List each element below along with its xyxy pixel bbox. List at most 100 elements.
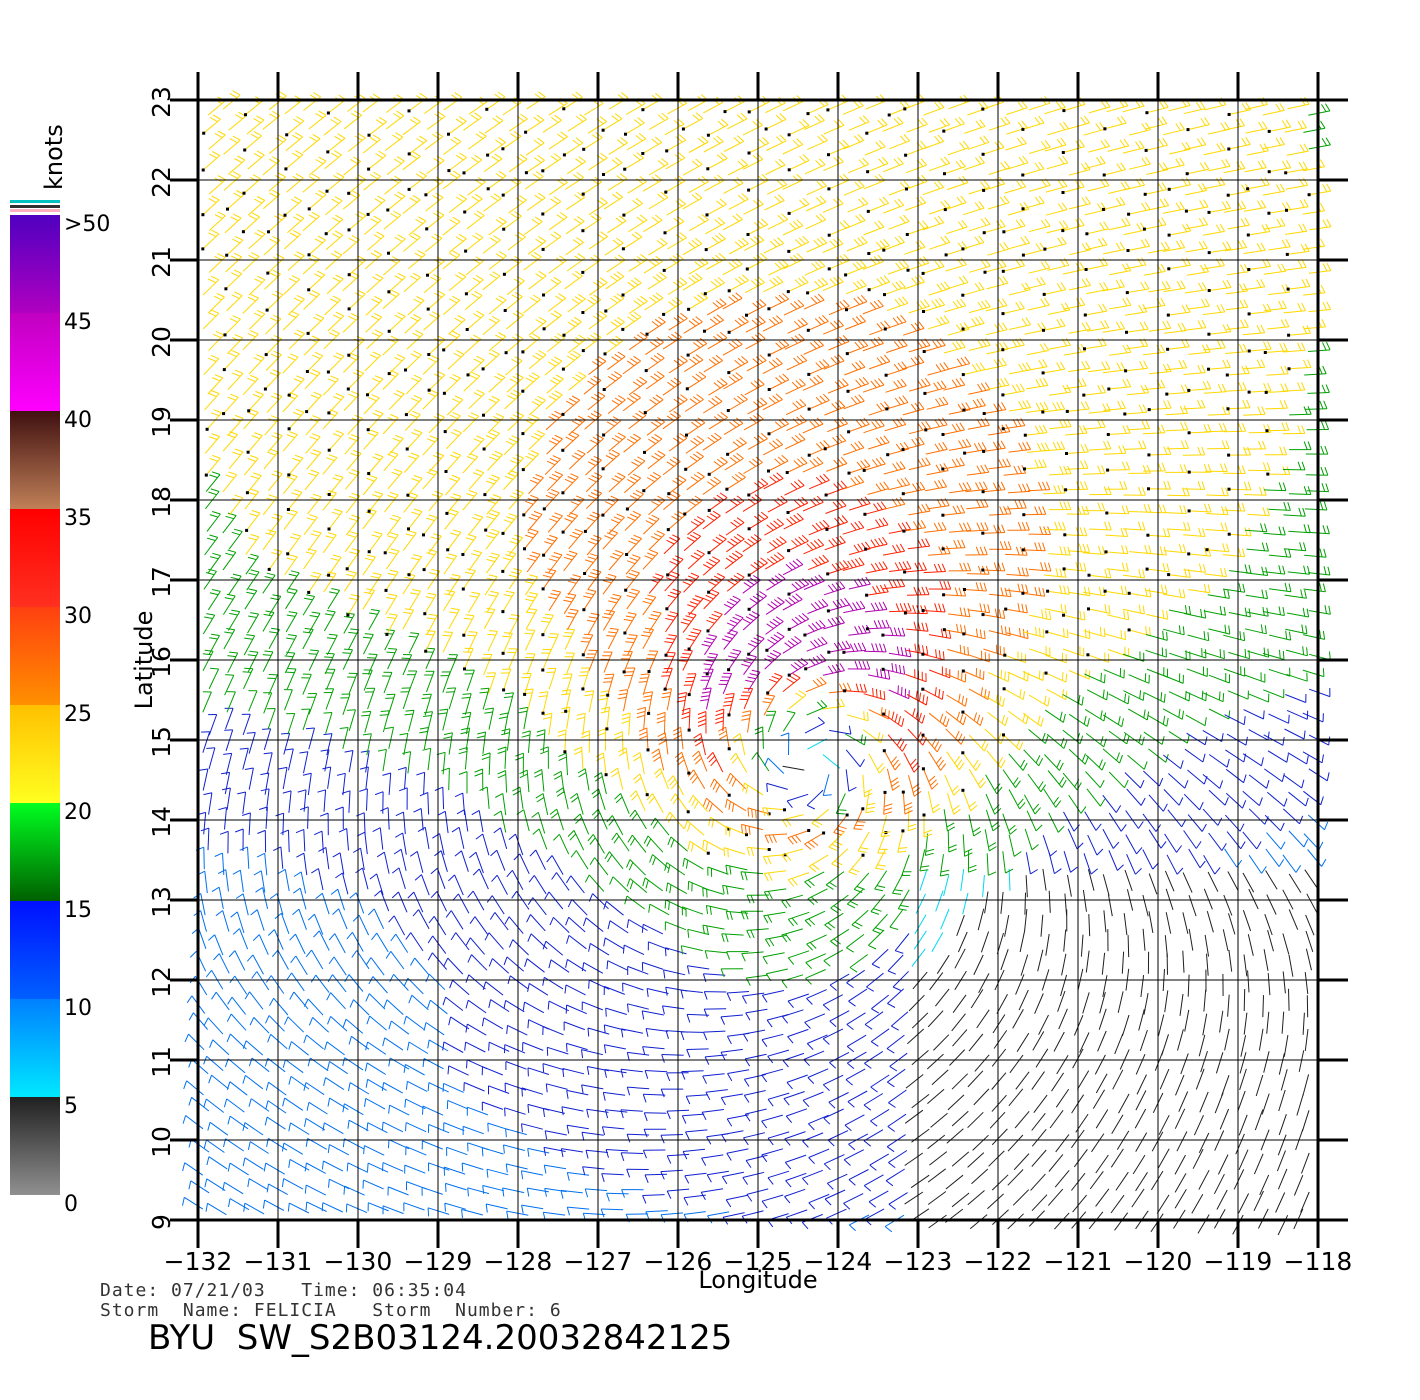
wind-barb [942,422,965,435]
wind-barb [1046,733,1068,749]
wind-barb [328,554,342,576]
wind-barb [944,774,961,796]
wind-barb [315,892,330,915]
wind-barb [328,430,345,451]
wind-barb [402,608,414,630]
wind-barb [683,820,705,836]
wind-barb [522,372,540,392]
wind-barb [202,691,212,713]
rain-flag-marker [843,689,847,693]
wind-barb [368,572,382,594]
wind-barb [1064,527,1088,537]
wind-barb [889,560,912,572]
wind-barb [222,512,237,534]
wind-barb [505,356,523,376]
wind-barb [443,732,453,755]
wind-barb [536,729,546,752]
wind-barb [486,590,500,613]
wind-barb [222,431,238,452]
wind-barb [785,1108,808,1124]
wind-barb [406,429,423,450]
wind-barb [1046,155,1069,170]
wind-barb [803,1050,825,1067]
wind-barb [1187,769,1208,785]
wind-barb [332,908,348,930]
wind-barb [1022,670,1044,681]
rain-flag-marker [1002,733,1005,737]
wind-barb [1233,1169,1245,1190]
wind-barb [846,1051,867,1069]
wind-barb [284,196,302,216]
rain-flag-marker [943,172,946,176]
wind-barb [718,672,733,694]
wind-barb [303,998,324,1016]
wind-barb [904,1152,924,1166]
wind-barb [288,329,305,350]
rain-flag-marker [1001,427,1005,431]
wind-barb [989,505,1012,516]
wind-barb [1083,627,1106,638]
rain-flag-marker [1143,192,1147,196]
wind-barb [642,136,663,154]
wind-barb [1304,501,1328,511]
wind-barb [246,954,264,975]
wind-barb [524,629,536,651]
wind-barb [1265,848,1285,867]
wind-barb [1147,528,1171,538]
wind-barb [1202,223,1226,236]
rain-flag-marker [1083,347,1086,351]
wind-barb [356,831,368,855]
wind-barb [1228,913,1236,935]
wind-barb [1043,788,1062,808]
wind-barb [465,999,487,1014]
wind-barb [1102,714,1124,728]
wind-barb [548,211,568,231]
wind-barb [708,456,728,475]
wind-barb [1143,462,1166,472]
latitude-tick-label: 22 [147,166,176,198]
wind-barb [1282,425,1306,435]
wind-barb [242,812,251,835]
rain-flag-marker [826,609,830,613]
wind-barb [481,1066,503,1076]
rain-flag-marker [503,309,507,312]
wind-barb [1278,1114,1287,1136]
wind-barb [702,973,726,983]
rain-flag-marker [687,771,691,775]
wind-barb [902,792,913,815]
wind-barb [845,749,865,768]
wind-barb [1267,973,1271,996]
wind-barb [1114,1033,1124,1055]
wind-barb [1049,1110,1064,1129]
rain-flag-marker [367,509,371,513]
wind-barb [1028,729,1049,744]
wind-barb [564,137,584,156]
rain-flag-marker [327,411,331,415]
wind-barb [1225,768,1247,784]
wind-barb [422,468,438,490]
wind-barb [247,1141,269,1154]
wind-barb [702,432,722,451]
wind-barb [828,597,850,612]
wind-barb [725,517,745,536]
wind-barb [328,1178,350,1190]
wind-barb [1125,834,1143,855]
wind-barb [1205,463,1228,472]
wind-barb [206,511,221,532]
wind-barb [558,752,568,776]
wind-barb [581,1049,604,1059]
rain-flag-marker [367,472,371,475]
rain-flag-marker [903,570,907,574]
wind-barb [1082,545,1106,555]
rain-flag-marker [443,430,447,434]
wind-barb [683,531,702,552]
rain-flag-marker [267,567,271,571]
rain-flag-marker [1226,193,1230,197]
wind-barb [324,1041,345,1056]
wind-barb [223,171,242,191]
rain-flag-marker [1247,390,1251,394]
wind-barb [686,628,702,650]
wind-barb [584,410,602,430]
wind-barb [266,392,283,413]
wind-barb [544,1187,567,1197]
